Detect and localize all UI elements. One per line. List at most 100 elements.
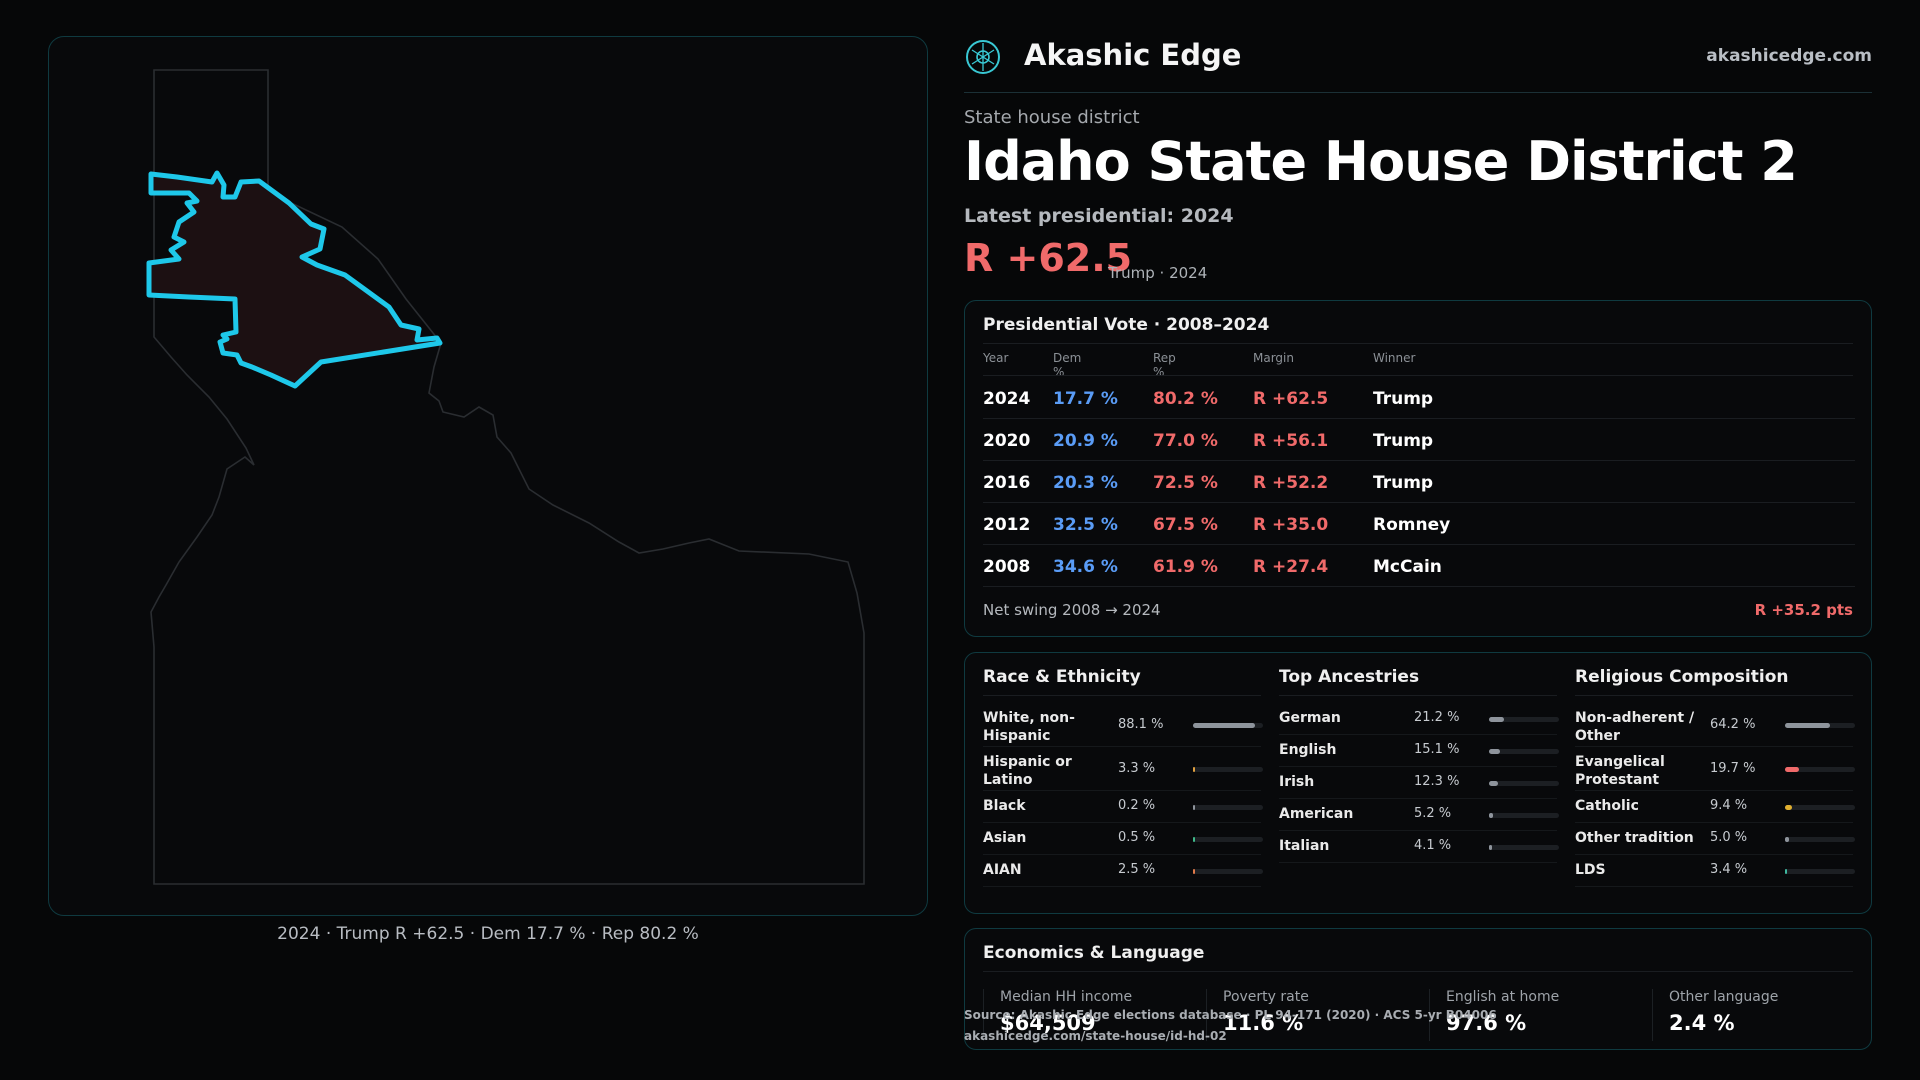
- item-percent: 3.3 %: [1118, 761, 1156, 776]
- share-bar: [1489, 813, 1559, 818]
- econ-stat: Other language 2.4 %: [1652, 989, 1874, 1041]
- item-percent: 64.2 %: [1710, 717, 1756, 732]
- share-bar-fill: [1785, 805, 1792, 810]
- list-item: Black 0.2 %: [983, 791, 1263, 823]
- vote-rep-pct: 72.5 %: [1153, 473, 1218, 493]
- divider: [983, 586, 1855, 587]
- econ-value: 11.6 %: [1223, 1011, 1304, 1035]
- table-row: 2016 20.3 % 72.5 % R +52.2 Trump: [983, 461, 1855, 503]
- divider: [983, 460, 1855, 461]
- econ-label: Poverty rate: [1223, 989, 1309, 1005]
- item-percent: 15.1 %: [1414, 742, 1460, 757]
- item-label: Evangelical Protestant: [1575, 754, 1665, 788]
- econ-stat: English at home 97.6 %: [1429, 989, 1651, 1041]
- vote-winner: Romney: [1373, 515, 1451, 535]
- item-percent: 9.4 %: [1710, 798, 1748, 813]
- vote-winner: Trump: [1373, 431, 1434, 451]
- list-item: Irish 12.3 %: [1279, 767, 1559, 799]
- col-dem: Dem %: [1053, 351, 1082, 379]
- share-bar: [1489, 749, 1559, 754]
- religion-title: Religious Composition: [1575, 667, 1789, 687]
- vote-year: 2012: [983, 515, 1031, 535]
- item-label: Asian: [983, 830, 1027, 846]
- latest-presidential: Latest presidential: 2024: [964, 205, 1234, 227]
- share-bar-fill: [1193, 837, 1195, 842]
- item-label: Irish: [1279, 774, 1315, 790]
- vote-dem-pct: 17.7 %: [1053, 389, 1118, 409]
- list-item: German 21.2 %: [1279, 703, 1559, 735]
- list-item: English 15.1 %: [1279, 735, 1559, 767]
- item-percent: 5.0 %: [1710, 830, 1748, 845]
- item-percent: 12.3 %: [1414, 774, 1460, 789]
- list-item: American 5.2 %: [1279, 799, 1559, 831]
- share-bar-fill: [1489, 845, 1492, 850]
- table-row: 2024 17.7 % 80.2 % R +62.5 Trump: [983, 377, 1855, 419]
- list-item: Evangelical Protestant 19.7 %: [1575, 747, 1855, 791]
- divider: [983, 502, 1855, 503]
- share-bar-fill: [1785, 869, 1788, 874]
- vote-year: 2016: [983, 473, 1031, 493]
- divider: [1575, 695, 1853, 696]
- vote-margin: R +27.4: [1253, 557, 1329, 577]
- vote-margin: R +56.1: [1253, 431, 1329, 451]
- list-item: Hispanic or Latino 3.3 %: [983, 747, 1263, 791]
- tree-of-life-icon: [966, 40, 1000, 74]
- econ-label: Other language: [1669, 989, 1779, 1005]
- item-percent: 88.1 %: [1118, 717, 1164, 732]
- list-item: Non-adherent / Other 64.2 %: [1575, 703, 1855, 747]
- site-link[interactable]: akashicedge.com: [1706, 46, 1872, 66]
- col-margin: Margin: [1253, 351, 1294, 365]
- ancestry-title: Top Ancestries: [1279, 667, 1420, 687]
- vote-rep-pct: 67.5 %: [1153, 515, 1218, 535]
- economics-card: Economics & Language Median HH income $6…: [964, 928, 1872, 1050]
- net-swing-value: R +35.2 pts: [1754, 601, 1853, 619]
- econ-value: 2.4 %: [1669, 1011, 1735, 1035]
- vote-year: 2024: [983, 389, 1031, 409]
- list-item: AIAN 2.5 %: [983, 855, 1263, 887]
- share-bar-fill: [1489, 717, 1504, 722]
- page-title: Idaho State House District 2: [964, 130, 1798, 193]
- ancestry-column: Top Ancestries German 21.2 % English 15.1 %…: [1261, 653, 1559, 915]
- divider: [1279, 695, 1557, 696]
- economics-title: Economics & Language: [983, 943, 1205, 963]
- item-percent: 0.5 %: [1118, 830, 1156, 845]
- vote-winner: Trump: [1373, 389, 1434, 409]
- share-bar-fill: [1489, 813, 1493, 818]
- item-label: German: [1279, 710, 1341, 726]
- divider: [983, 971, 1853, 972]
- vote-year: 2008: [983, 557, 1031, 577]
- share-bar: [1193, 837, 1263, 842]
- share-bar: [1785, 723, 1855, 728]
- vote-dem-pct: 32.5 %: [1053, 515, 1118, 535]
- col-rep: Rep %: [1153, 351, 1176, 379]
- item-percent: 4.1 %: [1414, 838, 1452, 853]
- headline-margin-sub: Trump · 2024: [1108, 264, 1208, 282]
- item-percent: 5.2 %: [1414, 806, 1452, 821]
- vote-margin: R +35.0: [1253, 515, 1329, 535]
- share-bar: [1489, 845, 1559, 850]
- share-bar-fill: [1785, 767, 1799, 772]
- econ-label: Median HH income: [1000, 989, 1133, 1005]
- vote-rep-pct: 77.0 %: [1153, 431, 1218, 451]
- share-bar-fill: [1193, 723, 1255, 728]
- share-bar: [1193, 767, 1263, 772]
- map-caption: 2024 · Trump R +62.5 · Dem 17.7 % · Rep …: [277, 924, 699, 944]
- item-percent: 21.2 %: [1414, 710, 1460, 725]
- item-label: English: [1279, 742, 1337, 758]
- table-row: 2020 20.9 % 77.0 % R +56.1 Trump: [983, 419, 1855, 461]
- share-bar: [1489, 781, 1559, 786]
- vote-margin: R +52.2: [1253, 473, 1329, 493]
- district-kicker: State house district: [964, 107, 1140, 128]
- item-label: LDS: [1575, 862, 1606, 878]
- vote-margin: R +62.5: [1253, 389, 1329, 409]
- item-label: Catholic: [1575, 798, 1639, 814]
- item-percent: 0.2 %: [1118, 798, 1156, 813]
- vote-dem-pct: 20.3 %: [1053, 473, 1118, 493]
- item-percent: 19.7 %: [1710, 761, 1756, 776]
- divider: [983, 418, 1855, 419]
- source-url[interactable]: akashicedge.com/state-house/id-hd-02: [964, 1029, 1227, 1043]
- district-2-shape: [146, 170, 443, 389]
- share-bar-fill: [1193, 767, 1196, 772]
- item-percent: 3.4 %: [1710, 862, 1748, 877]
- col-winner: Winner: [1373, 351, 1416, 365]
